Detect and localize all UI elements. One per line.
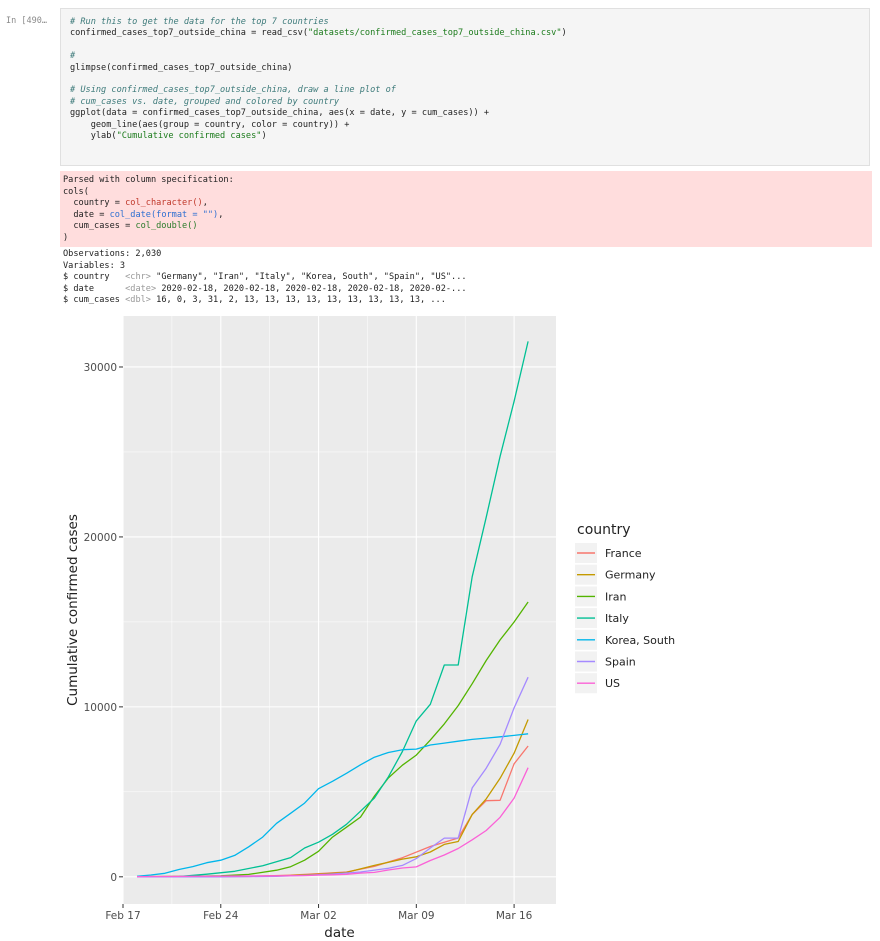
stderr-cum-prefix: cum_cases = bbox=[63, 221, 136, 232]
x-axis: Feb 17 Feb 24 Mar 02 Mar 09 Mar 16 bbox=[105, 904, 533, 922]
series-line-korea-south bbox=[136, 733, 529, 877]
cell-prompt: In [490… bbox=[6, 16, 47, 26]
code-text: confirmed_cases_top7_outside_china = rea… bbox=[70, 28, 308, 39]
stderr-line: Parsed with column specification: bbox=[63, 175, 234, 185]
code-text: ) bbox=[561, 28, 567, 39]
code-line[interactable]: # Run this to get the data for the top 7… bbox=[70, 17, 860, 28]
code-string: "Cumulative confirmed cases" bbox=[116, 130, 262, 141]
series-lines bbox=[136, 341, 529, 878]
legend: France Germany Iran Italy Korea, South Spain U… bbox=[575, 543, 675, 694]
glimpse-row-name: $ country bbox=[63, 272, 126, 283]
code-line[interactable] bbox=[70, 74, 860, 85]
col-date-type: col_date(format = "") bbox=[109, 209, 219, 220]
code-line[interactable]: confirmed_cases_top7_outside_china = rea… bbox=[70, 28, 860, 39]
stderr-country-prefix: country = bbox=[63, 198, 126, 209]
code-line[interactable]: ylab("Cumulative confirmed cases") bbox=[70, 131, 860, 142]
y-tick-label: 10000 bbox=[84, 702, 117, 714]
code-line[interactable]: # cum_cases vs. date, grouped and colore… bbox=[70, 97, 860, 108]
x-tick-label: Feb 17 bbox=[105, 910, 140, 922]
glimpse-row-values: 16, 0, 3, 31, 2, 13, 13, 13, 13, 13, 13,… bbox=[150, 295, 446, 306]
stderr-date-prefix: date = bbox=[63, 209, 110, 220]
code-text: glimpse(confirmed_cases_top7_outside_chi… bbox=[70, 62, 293, 73]
legend-label: Korea, South bbox=[605, 634, 675, 647]
legend-label: US bbox=[605, 677, 620, 690]
stderr-comma: , bbox=[218, 209, 224, 220]
grid-minor bbox=[123, 316, 556, 904]
code-text: geom_line(aes(group = country, color = c… bbox=[70, 119, 350, 130]
x-tick-label: Feb 24 bbox=[203, 910, 239, 922]
code-text: ylab( bbox=[70, 130, 117, 141]
code-comment: # bbox=[70, 51, 76, 62]
stderr-line: ) bbox=[63, 232, 69, 243]
y-axis-title: Cumulative confirmed cases bbox=[65, 514, 81, 706]
observations-count: Observations: 2,030 bbox=[63, 249, 162, 259]
legend-label: Italy bbox=[605, 612, 629, 625]
y-axis: 0 10000 20000 30000 bbox=[84, 362, 123, 884]
code-line[interactable]: glimpse(confirmed_cases_top7_outside_chi… bbox=[70, 63, 860, 74]
code-cell[interactable]: # Run this to get the data for the top 7… bbox=[60, 8, 870, 166]
plot-panel bbox=[123, 316, 556, 904]
stderr-line: cols( bbox=[63, 186, 89, 197]
x-tick-label: Mar 09 bbox=[398, 910, 435, 922]
series-line-italy bbox=[136, 341, 529, 878]
legend-label: Germany bbox=[605, 569, 656, 582]
legend-label: Iran bbox=[605, 590, 627, 603]
code-comment: # Run this to get the data for the top 7… bbox=[70, 17, 329, 27]
stdout-output: Observations: 2,030 Variables: 3 $ count… bbox=[63, 249, 863, 307]
glimpse-row-type: <dbl> bbox=[125, 295, 151, 306]
series-line-iran bbox=[136, 601, 529, 878]
x-axis-title: date bbox=[324, 925, 354, 938]
y-tick-label: 30000 bbox=[84, 362, 117, 374]
variables-count: Variables: 3 bbox=[63, 260, 126, 271]
legend-label: France bbox=[605, 547, 642, 560]
line-chart: 0 10000 20000 30000 Feb 17 Feb 24 Mar 02 Mar 0… bbox=[65, 316, 675, 938]
code-line[interactable]: # Using confirmed_cases_top7_outside_chi… bbox=[70, 85, 860, 96]
code-line[interactable]: # bbox=[70, 51, 860, 62]
x-tick-label: Mar 02 bbox=[300, 910, 337, 922]
glimpse-row-values: 2020-02-18, 2020-02-18, 2020-02-18, 2020… bbox=[156, 283, 467, 294]
glimpse-row-name: $ date bbox=[63, 283, 126, 294]
code-comment: # Using confirmed_cases_top7_outside_chi… bbox=[70, 85, 396, 96]
legend-label: Spain bbox=[605, 656, 636, 669]
stderr-comma: , bbox=[202, 198, 208, 209]
series-line-us bbox=[136, 767, 529, 878]
col-double-type: col_double() bbox=[135, 221, 198, 232]
y-tick-label: 0 bbox=[110, 872, 117, 884]
legend-title: country bbox=[577, 522, 631, 538]
code-line[interactable]: ggplot(data = confirmed_cases_top7_outsi… bbox=[70, 108, 860, 119]
x-tick-label: Mar 16 bbox=[496, 910, 533, 922]
col-character-type: col_character() bbox=[125, 198, 203, 209]
glimpse-row-type: <chr> bbox=[125, 272, 151, 283]
code-text: ggplot(data = confirmed_cases_top7_outsi… bbox=[70, 108, 490, 119]
glimpse-row-values: "Germany", "Iran", "Italy", "Korea, Sout… bbox=[150, 272, 467, 283]
grid-major bbox=[122, 316, 556, 904]
code-line[interactable]: geom_line(aes(group = country, color = c… bbox=[70, 120, 860, 131]
code-line[interactable] bbox=[70, 40, 860, 51]
code-string: "datasets/confirmed_cases_top7_outside_c… bbox=[308, 28, 562, 39]
code-comment: # cum_cases vs. date, grouped and colore… bbox=[70, 96, 340, 107]
code-text: ) bbox=[261, 130, 267, 141]
stderr-output: Parsed with column specification: cols( … bbox=[60, 171, 872, 247]
glimpse-row-name: $ cum_cases bbox=[63, 295, 126, 306]
glimpse-row-type: <date> bbox=[125, 283, 157, 294]
y-tick-label: 20000 bbox=[84, 532, 117, 544]
